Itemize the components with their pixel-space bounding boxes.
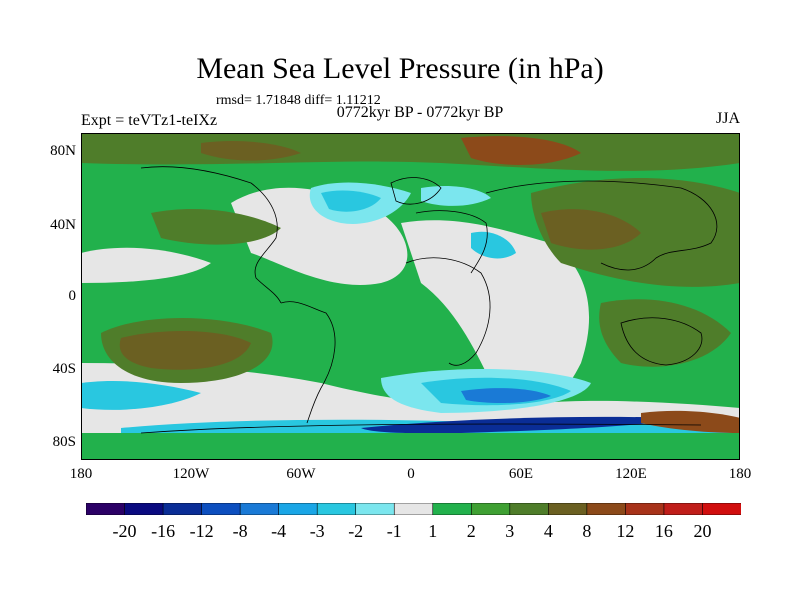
lat-label-40n: 40N — [50, 217, 76, 233]
stats-label: rmsd= 1.71848 diff= 1.11212 — [216, 93, 381, 108]
field-darkblue-antarctic — [361, 416, 681, 434]
colorbar-swatch — [201, 503, 241, 515]
colorbar-swatch — [663, 503, 704, 515]
lon-label-60e: 60E — [508, 466, 534, 482]
colorbar-tick-label: 8 — [582, 521, 592, 541]
coast-australia — [620, 317, 703, 366]
colorbar-tick-label: 4 — [543, 521, 553, 541]
field-darkolive-arctic-west — [201, 141, 301, 161]
coastlines — [140, 166, 718, 434]
coast-asia — [485, 180, 718, 271]
lat-label-80s: 80S — [52, 434, 76, 450]
colorbar-swatch — [432, 503, 472, 515]
field-darkolive-sepacific — [119, 331, 251, 370]
colorbar-swatch — [355, 503, 395, 515]
coast-north-america — [140, 166, 282, 304]
lat-label-80n: 80N — [50, 143, 76, 159]
field-blue-southern — [461, 388, 551, 404]
field-olive-npacific — [151, 208, 281, 245]
colorbar-swatch — [393, 503, 434, 515]
colorbar-tick-label: 12 — [616, 521, 635, 541]
experiment-label: Expt = teVTz1-teIXz — [81, 112, 218, 129]
colorbar-swatch — [278, 503, 318, 515]
colorbar-tick-label: -3 — [309, 521, 325, 541]
lat-label-40s: 40S — [52, 361, 76, 377]
pressure-anomaly-map — [81, 133, 740, 460]
colorbar-tick-label: 2 — [466, 521, 476, 541]
colorbar-swatch — [162, 503, 203, 515]
lon-label-120w: 120W — [172, 466, 210, 482]
colorbar-swatch — [470, 503, 511, 515]
lon-label-120e: 120E — [615, 466, 647, 482]
colorbar-swatch — [316, 503, 357, 515]
map-subtitle: 0772kyr BP - 0772kyr BP — [336, 104, 504, 121]
colorbar-tick-label: -12 — [189, 521, 214, 541]
field-neutral-pacific — [81, 247, 211, 283]
colorbar-tick-label: 16 — [654, 521, 673, 541]
colorbar-tick-label: -4 — [271, 521, 287, 541]
field-cyan-spacific — [81, 381, 201, 410]
field-neutral-atlantic — [401, 220, 590, 407]
colorbar-tick-label: 3 — [505, 521, 515, 541]
colorbar-swatch — [702, 503, 741, 515]
map-title: Mean Sea Level Pressure (in hPa) — [196, 52, 604, 85]
coast-greenland — [390, 177, 442, 205]
colorbar-swatch — [239, 503, 280, 515]
colorbar-tick-label: -2 — [348, 521, 364, 541]
field-brown-antarctic-east — [641, 410, 740, 433]
lon-label-0: 0 — [407, 466, 415, 482]
lat-label-0: 0 — [68, 288, 77, 304]
colorbar-tick-label: 1 — [428, 521, 438, 541]
coast-africa — [405, 257, 491, 366]
colorbar-swatch — [625, 503, 665, 515]
lon-label-180e: 180 — [728, 466, 752, 482]
season-label: JJA — [715, 110, 740, 127]
field-darkolive-tibet — [541, 209, 641, 250]
colorbar-tick-label: -16 — [151, 521, 176, 541]
colorbar-swatch — [124, 503, 164, 515]
colorbar — [86, 503, 741, 515]
coast-antarctica — [140, 423, 702, 434]
field-cyan-natlantic — [321, 190, 381, 212]
field-cyan-mideast — [471, 231, 516, 259]
coast-europe — [415, 210, 488, 274]
colorbar-tick-label: -1 — [386, 521, 402, 541]
map-frame — [81, 133, 740, 460]
colorbar-swatch — [548, 503, 588, 515]
lon-label-180w: 180 — [69, 466, 93, 482]
colorbar-tick-label: -20 — [112, 521, 137, 541]
field-green-south-edge — [81, 433, 740, 460]
colorbar-tick-label: -8 — [232, 521, 248, 541]
field-brown-arctic — [461, 136, 581, 165]
colorbar-swatch — [509, 503, 549, 515]
colorbar-tick-label: 20 — [693, 521, 712, 541]
lon-label-60w: 60W — [286, 466, 316, 482]
colorbar-swatch — [86, 503, 126, 515]
colorbar-swatch — [586, 503, 627, 515]
coast-south-america — [280, 301, 336, 424]
